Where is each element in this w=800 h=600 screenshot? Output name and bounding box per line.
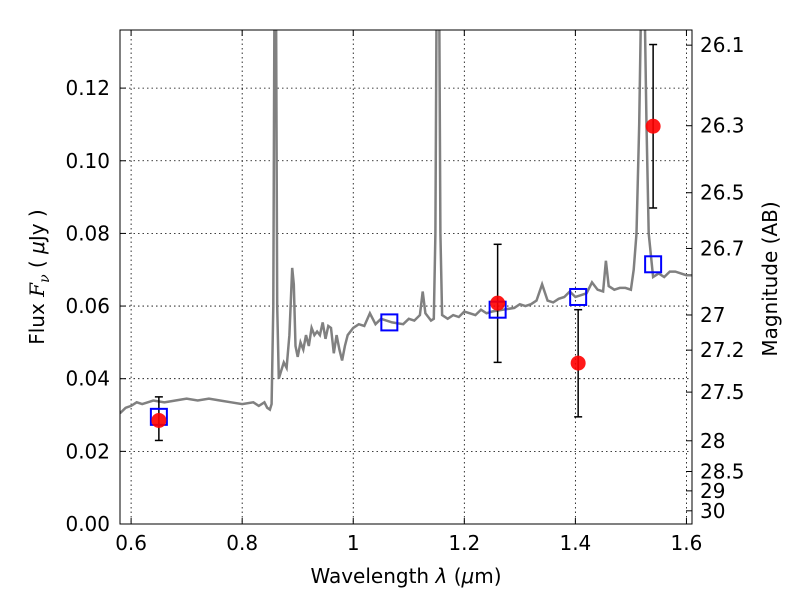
- y-tick-label: 0.08: [65, 221, 110, 245]
- model-photometry-markers: [149, 255, 663, 426]
- model-photometry-square: [569, 287, 588, 306]
- magnitude-axis-label: Magnitude (AB): [758, 201, 782, 356]
- model-photometry-square: [380, 313, 399, 332]
- magnitude-tick-label: 26.7: [700, 236, 745, 260]
- y-tick-label: 0.02: [65, 439, 110, 463]
- x-tick-label: 1.2: [448, 531, 480, 555]
- y-axis-label: Flux Fν ( μJy ): [25, 209, 53, 345]
- magnitude-tick-label: 27.2: [700, 338, 745, 362]
- magnitude-tick-label: 30: [700, 499, 725, 523]
- observed-photometry-point: [645, 118, 661, 134]
- spectrum-line: [120, 30, 692, 415]
- magnitude-tick-label: 26.3: [700, 114, 745, 138]
- plot-frame: [119, 29, 693, 525]
- x-axis-ticks: 0.6 0.8 1 1.2 1.4 1.6: [115, 30, 702, 555]
- magnitude-tick-label: 26.5: [700, 181, 745, 205]
- y-tick-label: 0.04: [65, 367, 110, 391]
- y-tick-label: 0.06: [65, 294, 110, 318]
- observed-photometry-point: [151, 412, 167, 428]
- magnitude-tick-label: 28.5: [700, 459, 745, 483]
- model-photometry-square: [644, 255, 663, 274]
- y-axis-ticks: 0.00 0.02 0.04 0.06 0.08 0.10 0.12: [65, 76, 126, 536]
- observed-photometry-markers: [151, 118, 661, 428]
- plot-background: [120, 30, 692, 524]
- x-tick-label: 1.6: [671, 531, 703, 555]
- y-tick-label: 0.10: [65, 149, 110, 173]
- magnitude-tick-label: 26.1: [700, 33, 745, 57]
- magnitude-tick-label: 28: [700, 429, 725, 453]
- y-tick-label: 0.00: [65, 512, 110, 536]
- x-tick-label: 1: [347, 531, 360, 555]
- x-tick-label: 1.4: [559, 531, 591, 555]
- magnitude-tick-label: 29: [700, 479, 725, 503]
- magnitude-tick-label: 27.5: [700, 380, 745, 404]
- x-tick-label: 0.8: [226, 531, 258, 555]
- observed-photometry-point: [570, 355, 586, 371]
- x-axis-label: Wavelength λ (μm): [310, 564, 501, 588]
- observed-photometry-point: [490, 295, 506, 311]
- x-tick-label: 0.6: [115, 531, 147, 555]
- y-tick-label: 0.12: [65, 76, 110, 100]
- magnitude-tick-label: 27: [700, 303, 725, 327]
